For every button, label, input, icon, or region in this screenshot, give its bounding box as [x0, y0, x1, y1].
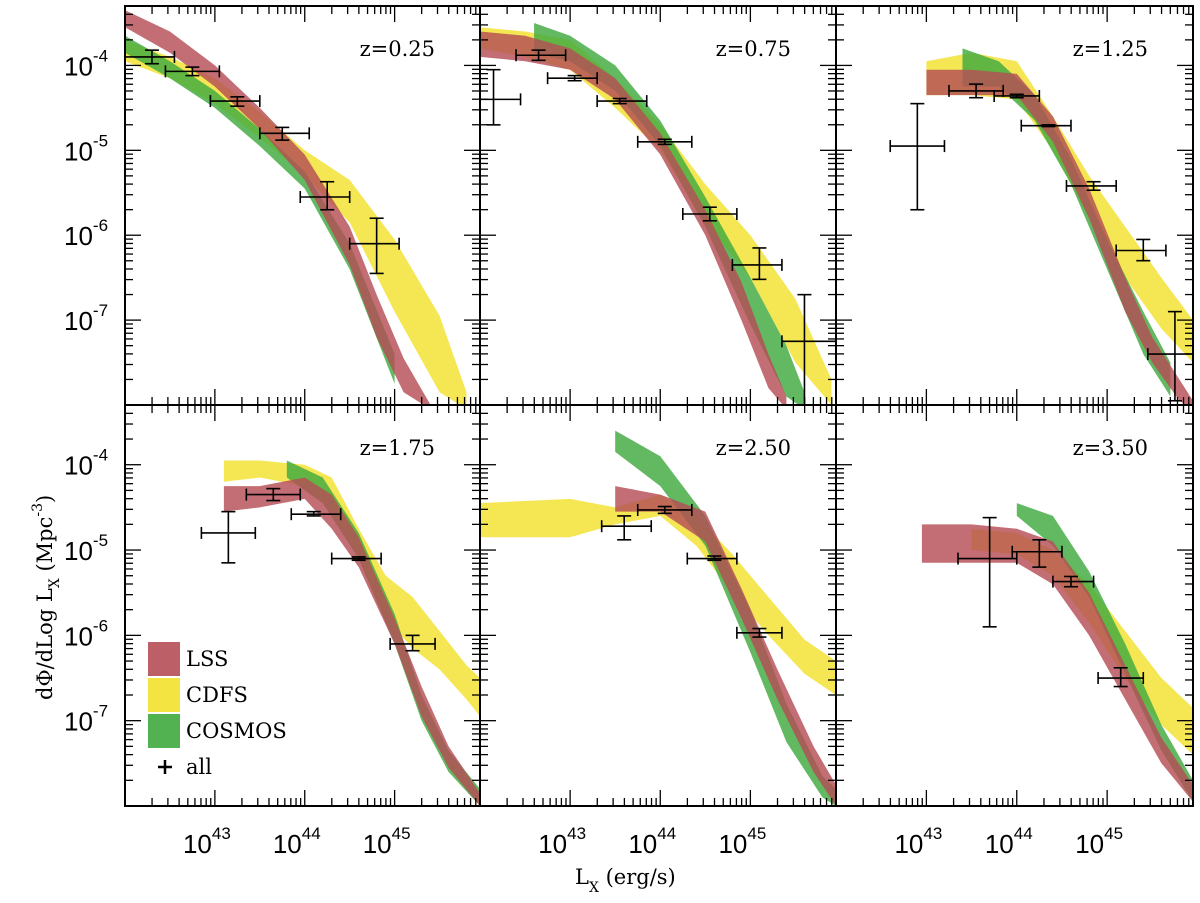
panel-ticks: [835, 404, 1193, 807]
legend-swatch: [148, 678, 180, 712]
data-point: [731, 247, 783, 281]
y-tick-label: 10-6: [64, 616, 108, 651]
data-point: [290, 508, 342, 521]
legend-label: COSMOS: [186, 719, 287, 743]
data-point: [1020, 119, 1072, 132]
data-point: [515, 49, 567, 62]
data-point: [125, 49, 176, 65]
x-tick-labels: 1043 1044 1045 1043 1044 1045 1043 1044 1045: [183, 824, 1123, 859]
x-tick-label: 1044: [628, 824, 676, 859]
band-cdfs: [480, 494, 836, 696]
x-tick-label: 1044: [273, 824, 321, 859]
data-point: [1065, 179, 1117, 192]
data-point: [546, 72, 598, 85]
band-cosmos: [615, 430, 836, 806]
panel-ticks: [124, 404, 480, 807]
legend-item-all: all: [158, 755, 212, 779]
data-point: [389, 634, 436, 652]
data-point: [681, 206, 738, 222]
panel-5: z=2.50: [479, 404, 837, 807]
data-point: [600, 515, 653, 541]
x-tick-label: 1045: [1075, 824, 1123, 859]
panel-grid: z=0.25 z=0.75 z=1.25 z=1.75 z=2.50 z=3.50: [124, 5, 1194, 807]
redshift-label: z=0.75: [716, 37, 791, 61]
data-point: [299, 180, 351, 211]
legend: LSS CDFS COSMOS all: [148, 642, 287, 779]
x-tick-label: 1043: [538, 824, 586, 859]
band-lss: [480, 31, 787, 405]
data-point: [348, 217, 400, 275]
data-point: [596, 95, 648, 108]
band-cosmos: [534, 23, 805, 405]
legend-item-lss: LSS: [148, 642, 228, 676]
y-tick-label: 10-4: [64, 446, 108, 481]
redshift-label: z=0.25: [360, 37, 435, 61]
band-lss: [125, 10, 431, 405]
data-point: [993, 89, 1041, 102]
legend-swatch: [148, 642, 180, 676]
data-point: [686, 552, 738, 565]
band-lss: [223, 477, 480, 806]
data-point: [209, 95, 261, 108]
y-tick-label: 10-4: [64, 46, 108, 81]
legend-marker: [158, 760, 172, 774]
data-point: [957, 516, 1018, 628]
band-cdfs: [926, 52, 1193, 363]
data-point: [636, 503, 693, 516]
legend-label: all: [186, 755, 212, 779]
data-point: [330, 552, 382, 565]
x-tick-label: 1044: [985, 824, 1033, 859]
band-cdfs: [125, 40, 467, 405]
panel-ticks: [124, 5, 480, 406]
redshift-label: z=1.75: [360, 436, 435, 460]
x-tick-label: 1045: [718, 824, 766, 859]
legend-label: CDFS: [186, 683, 248, 707]
x-axis-title: LX (erg/s): [575, 865, 676, 896]
data-point: [1115, 238, 1167, 262]
band-lss: [926, 69, 1193, 405]
x-tick-label: 1043: [183, 824, 231, 859]
y-axis-title: dΦ/dLog LX (Mpc-3): [30, 495, 63, 700]
y-tick-label: 10-5: [64, 131, 108, 166]
legend-item-cosmos: COSMOS: [148, 714, 287, 748]
legend-label: LSS: [186, 647, 228, 671]
data-point: [636, 135, 693, 148]
data-point: [1011, 539, 1063, 568]
x-tick-label: 1045: [363, 824, 411, 859]
data-point: [889, 102, 946, 211]
y-tick-label: 10-6: [64, 216, 108, 251]
legend-item-cdfs: CDFS: [148, 678, 248, 712]
panel-ticks: [479, 404, 836, 807]
panel-3: z=1.25: [835, 5, 1194, 406]
data-point: [781, 293, 836, 405]
panel-frame: [835, 404, 1194, 807]
redshift-label: z=2.50: [716, 436, 791, 460]
redshift-label: z=1.25: [1073, 37, 1148, 61]
data-point: [259, 126, 311, 141]
data-point: [1052, 575, 1095, 588]
data-point: [245, 487, 302, 502]
band-lss: [921, 524, 1193, 802]
data-point: [200, 510, 257, 564]
y-tick-labels: 10-4 10-5 10-6 10-7 10-4 10-5 10-6 10-7: [64, 46, 108, 736]
panel-2: z=0.75: [479, 5, 837, 406]
panel-1: z=0.25: [124, 5, 481, 406]
redshift-label: z=3.50: [1073, 436, 1148, 460]
x-tick-label: 1043: [894, 824, 942, 859]
y-tick-label: 10-5: [64, 531, 108, 566]
panel-6: z=3.50: [835, 404, 1194, 807]
data-point: [164, 65, 221, 78]
y-tick-label: 10-7: [64, 702, 108, 737]
data-point: [736, 626, 783, 639]
legend-swatch: [148, 714, 180, 748]
y-tick-label: 10-7: [64, 301, 108, 336]
data-point: [1097, 666, 1145, 688]
